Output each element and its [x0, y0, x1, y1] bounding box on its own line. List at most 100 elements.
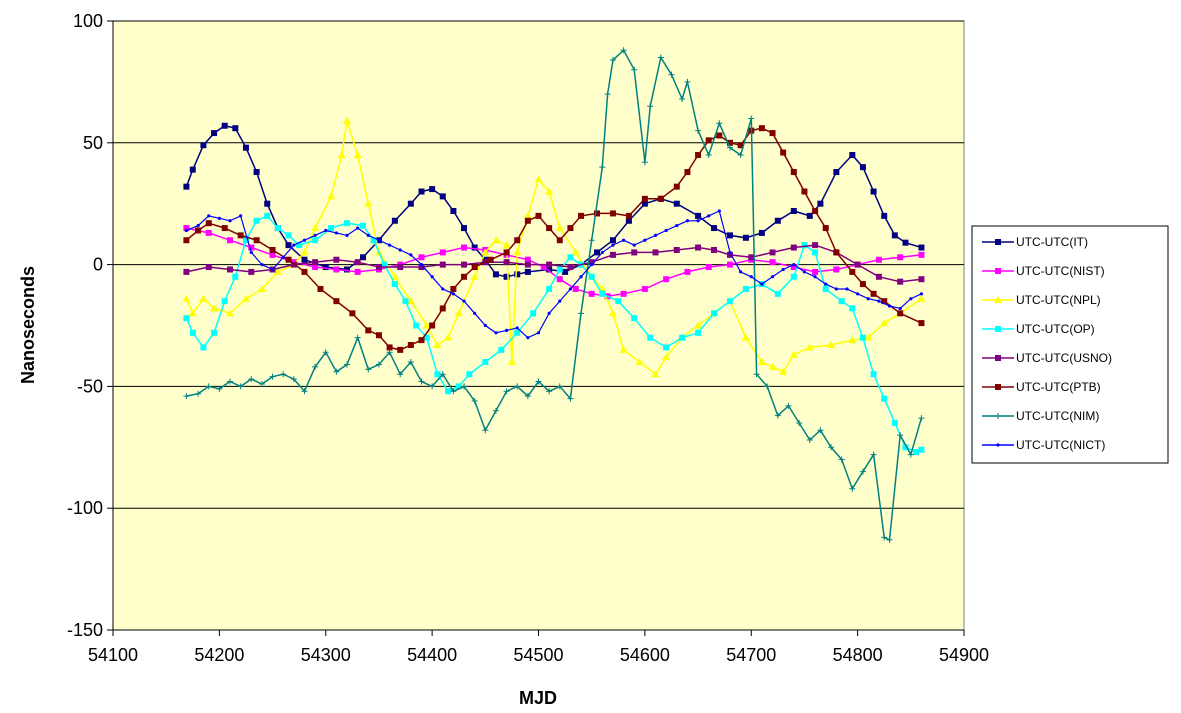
- data-point: [328, 225, 335, 232]
- data-point: [770, 275, 775, 279]
- data-point: [684, 78, 691, 85]
- data-point: [546, 266, 553, 273]
- data-point: [313, 233, 317, 237]
- data-point: [312, 259, 319, 266]
- data-point: [402, 298, 409, 305]
- data-point: [183, 225, 190, 232]
- data-point: [301, 268, 308, 275]
- data-point: [546, 388, 553, 395]
- data-point: [651, 370, 660, 378]
- data-point: [386, 349, 393, 356]
- data-point: [643, 238, 647, 242]
- data-point: [748, 115, 755, 122]
- legend-swatch-marker: [995, 384, 1001, 390]
- data-point: [507, 358, 516, 366]
- data-point: [556, 237, 563, 244]
- y-tick-label: 100: [73, 11, 103, 31]
- data-point: [881, 534, 888, 541]
- data-point: [859, 281, 866, 288]
- data-point: [461, 244, 468, 251]
- data-point: [790, 273, 797, 280]
- data-point: [881, 395, 888, 402]
- data-point: [418, 254, 425, 261]
- data-point: [631, 249, 638, 256]
- data-point: [513, 248, 522, 256]
- legend-item: UTC-UTC(NIST): [982, 264, 1105, 278]
- data-point: [296, 242, 303, 249]
- data-point: [875, 256, 882, 263]
- data-point: [919, 292, 924, 296]
- legend-swatch-marker: [994, 296, 1002, 303]
- data-point: [221, 122, 228, 129]
- data-point: [662, 353, 671, 361]
- data-point: [466, 371, 473, 378]
- data-point: [386, 344, 393, 351]
- data-point: [418, 188, 425, 195]
- data-point: [726, 261, 733, 268]
- data-point: [615, 298, 622, 305]
- data-point: [534, 175, 543, 183]
- data-point: [849, 485, 856, 492]
- data-point: [641, 285, 648, 292]
- x-tick-label: 54100: [88, 645, 138, 665]
- data-point: [434, 371, 441, 378]
- data-point: [483, 323, 487, 328]
- series-7: [184, 209, 924, 340]
- data-point: [227, 266, 234, 273]
- data-point: [806, 212, 813, 219]
- data-point: [781, 267, 785, 272]
- data-point: [311, 224, 320, 232]
- data-point: [450, 388, 457, 395]
- legend-label: UTC-UTC(NIST): [1016, 264, 1105, 278]
- legend-swatch-marker: [995, 413, 1001, 419]
- data-point: [349, 310, 356, 317]
- data-point: [774, 290, 781, 297]
- data-point: [354, 334, 361, 341]
- data-point: [918, 244, 925, 251]
- data-point: [790, 169, 797, 176]
- data-point: [409, 253, 413, 257]
- data-point: [813, 275, 817, 279]
- data-point: [281, 255, 285, 259]
- data-point: [444, 333, 453, 341]
- series-layer: [182, 47, 926, 543]
- data-point: [182, 294, 191, 302]
- data-point: [812, 268, 819, 275]
- data-point: [450, 208, 457, 215]
- data-point: [711, 310, 718, 317]
- data-point: [848, 336, 857, 344]
- data-point: [779, 367, 788, 375]
- data-point: [523, 211, 532, 219]
- data-point: [792, 263, 796, 267]
- data-point: [805, 343, 814, 351]
- data-point: [907, 451, 914, 458]
- data-point: [232, 273, 239, 280]
- data-point: [337, 150, 346, 158]
- data-point: [711, 225, 718, 232]
- data-point: [269, 246, 276, 253]
- data-point: [461, 261, 468, 268]
- data-point: [891, 419, 898, 426]
- data-point: [524, 256, 531, 263]
- data-point: [726, 298, 733, 305]
- data-point: [397, 264, 404, 271]
- data-point: [891, 232, 898, 239]
- data-point: [546, 261, 553, 268]
- data-point: [397, 346, 404, 353]
- x-tick-label: 54400: [407, 645, 457, 665]
- data-point: [774, 412, 781, 419]
- data-point: [567, 395, 574, 402]
- data-point: [390, 272, 399, 280]
- data-point: [300, 248, 309, 256]
- data-point: [301, 388, 308, 395]
- data-point: [200, 344, 207, 351]
- data-point: [375, 361, 382, 368]
- data-point: [354, 268, 361, 275]
- data-point: [833, 249, 840, 256]
- data-point: [439, 249, 446, 256]
- data-point: [694, 321, 703, 329]
- data-point: [764, 383, 771, 390]
- data-point: [641, 195, 648, 202]
- data-point: [716, 120, 723, 127]
- data-point: [343, 116, 352, 124]
